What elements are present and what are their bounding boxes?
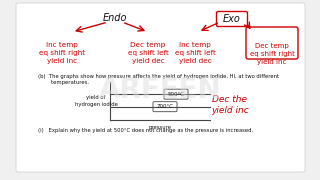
Text: Endo: Endo	[103, 13, 127, 23]
Text: pressure: pressure	[148, 125, 172, 129]
FancyBboxPatch shape	[246, 27, 298, 59]
Text: (b)  The graphs show how pressure affects the yield of hydrogen iodide, HI, at t: (b) The graphs show how pressure affects…	[38, 74, 279, 85]
Text: Dec temp
eq shift right
yield inc: Dec temp eq shift right yield inc	[250, 43, 294, 65]
Text: 700°C: 700°C	[156, 104, 173, 109]
Text: Dec temp
eq shift left
yield dec: Dec temp eq shift left yield dec	[128, 42, 168, 64]
Text: Exo: Exo	[223, 14, 241, 24]
FancyBboxPatch shape	[16, 3, 305, 172]
Text: (i)   Explain why the yield at 500°C does not change as the pressure is increase: (i) Explain why the yield at 500°C does …	[38, 128, 253, 133]
FancyBboxPatch shape	[217, 12, 247, 26]
Text: Inc temp
eq shift right
yield inc: Inc temp eq shift right yield inc	[39, 42, 85, 64]
FancyBboxPatch shape	[153, 102, 177, 112]
Text: 500°C: 500°C	[167, 92, 185, 97]
Text: ARFEEN: ARFEEN	[99, 76, 221, 104]
Text: yield of
hydrogen iodide: yield of hydrogen iodide	[75, 95, 117, 107]
FancyBboxPatch shape	[164, 89, 188, 99]
Text: Inc temp
eq shift left
yield dec: Inc temp eq shift left yield dec	[175, 42, 215, 64]
Text: Dec the
yield inc: Dec the yield inc	[211, 95, 249, 115]
